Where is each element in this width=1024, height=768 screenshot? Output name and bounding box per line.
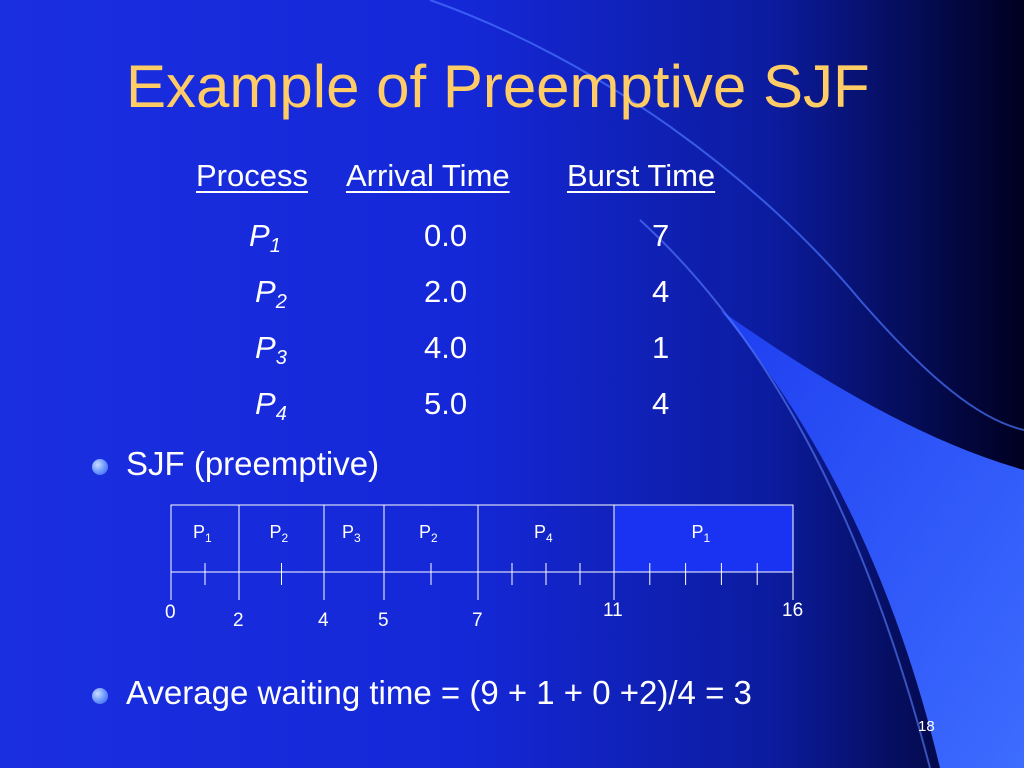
process-name: P2 (255, 274, 287, 313)
gantt-block-label: P3 (342, 522, 361, 545)
bullet-average-waiting-time: Average waiting time = (9 + 1 + 0 +2)/4 … (126, 674, 752, 711)
burst-value: 4 (652, 386, 670, 421)
burst-value: 7 (652, 218, 670, 253)
bullet-dot (92, 688, 108, 704)
gantt-time-label: 7 (472, 610, 483, 631)
bullet-sjf-preemptive: SJF (preemptive) (126, 445, 380, 482)
page-number: 18 (918, 718, 935, 735)
arrival-value: 2.0 (424, 274, 468, 309)
gantt-block-label: P2 (419, 522, 438, 545)
header-process: Process (196, 158, 308, 193)
gantt-time-label: 0 (165, 602, 176, 623)
arrival-value: 0.0 (424, 218, 468, 253)
gantt-time-label: 2 (233, 610, 244, 631)
gantt-time-label: 16 (782, 600, 804, 621)
bullet-dot (92, 459, 108, 475)
arrival-value: 5.0 (424, 386, 468, 421)
gantt-block (613, 504, 794, 573)
process-name: P3 (255, 330, 287, 369)
process-name: P4 (255, 386, 287, 425)
burst-value: 4 (652, 274, 670, 309)
burst-value: 1 (652, 330, 670, 365)
arrival-value: 4.0 (424, 330, 468, 365)
gantt-time-label: 11 (603, 600, 623, 621)
gantt-block-label: P2 (269, 522, 289, 545)
process-name: P1 (249, 218, 281, 257)
gantt-block-label: P4 (534, 522, 553, 545)
slide-title: Example of Preemptive SJF (126, 53, 870, 120)
header-burst-time: Burst Time (567, 158, 716, 193)
gantt-time-label: 5 (378, 610, 389, 631)
header-arrival-time: Arrival Time (346, 158, 510, 193)
gantt-block-label: P1 (193, 522, 212, 545)
gantt-block-label: P1 (691, 522, 711, 545)
gantt-time-label: 4 (318, 610, 329, 631)
